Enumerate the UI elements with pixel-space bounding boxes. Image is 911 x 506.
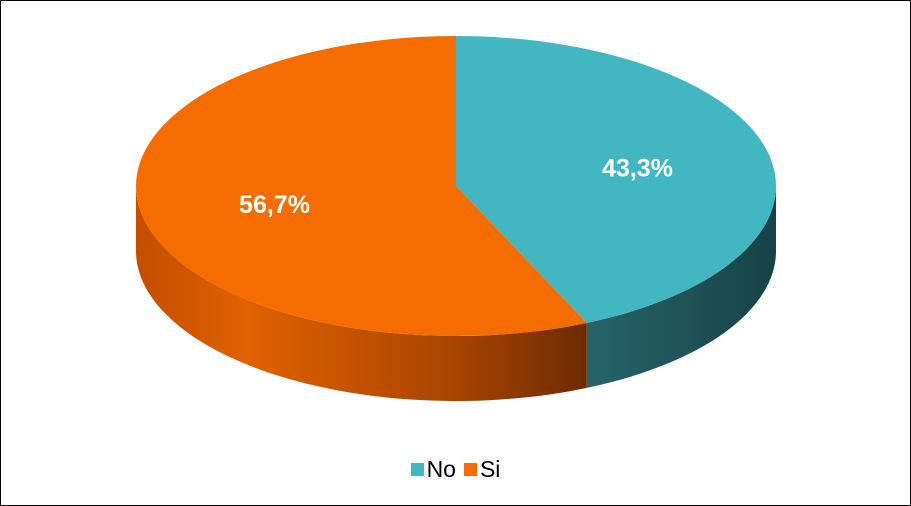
legend-item-no: No [410, 456, 456, 483]
pie-sides [136, 186, 776, 401]
pie-side-si [136, 186, 587, 401]
legend-swatch-no [410, 463, 424, 476]
legend-swatch-si [463, 463, 477, 476]
pie-data-labels: 43,3% 56,7% [239, 154, 673, 218]
pie-slice-no [456, 36, 776, 323]
pie-side-no [586, 186, 776, 388]
legend-label-si: Si [479, 456, 501, 482]
data-label-no: 43,3% [602, 154, 673, 182]
pie-slice-si [135, 36, 587, 336]
legend-item-si: Si [463, 456, 501, 483]
legend-label-no: No [426, 456, 456, 482]
data-label-si: 56,7% [239, 191, 310, 219]
pie-slices [135, 36, 776, 336]
legend: No Si [1, 456, 910, 483]
